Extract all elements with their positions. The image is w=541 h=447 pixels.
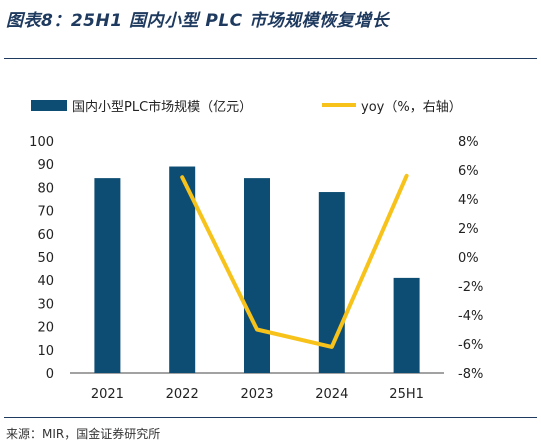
left-tick-label: 0: [46, 367, 54, 382]
yoy-line: [180, 173, 409, 349]
right-tick-label: -6%: [458, 338, 483, 353]
right-tick-label: 2%: [458, 222, 479, 237]
yoy-line-series: [180, 173, 409, 349]
left-tick-label: 40: [37, 274, 54, 289]
bar-series: [94, 166, 420, 373]
left-tick-label: 80: [37, 181, 54, 196]
x-tick-label: 2023: [240, 387, 273, 402]
left-tick-label: 100: [29, 135, 54, 150]
bar: [169, 166, 196, 373]
x-axis-ticks: 2021 2022 2023 2024 25H1: [91, 387, 424, 402]
right-tick-label: 8%: [458, 135, 479, 150]
left-tick-label: 50: [37, 251, 54, 266]
right-axis-ticks: -8% -6% -4% -2% 0% 2% 4% 6% 8%: [458, 135, 483, 382]
legend-line-label: yoy（%，右轴）: [361, 100, 462, 115]
footer-divider: [4, 417, 537, 418]
right-tick-label: 6%: [458, 164, 479, 179]
title-divider: [4, 58, 537, 59]
x-tick-label: 25H1: [389, 387, 424, 402]
right-tick-label: 0%: [458, 251, 479, 266]
left-axis-ticks: 0 10 20 30 40 50 60 70 80 90 100: [29, 135, 54, 382]
left-tick-label: 30: [37, 297, 54, 312]
legend-bar-label: 国内小型PLC市场规模（亿元）: [72, 99, 252, 115]
bar: [244, 178, 270, 373]
right-tick-label: -2%: [458, 280, 483, 295]
right-tick-label: -8%: [458, 367, 483, 382]
chart-title: 图表8：25H1 国内小型 PLC 市场规模恢复增长: [6, 11, 390, 31]
source-note: 来源：MIR，国金证券研究所: [6, 427, 161, 441]
bar: [393, 277, 420, 373]
left-tick-label: 90: [37, 158, 54, 173]
right-tick-label: -4%: [458, 309, 483, 324]
x-tick-label: 2021: [91, 387, 124, 402]
left-tick-label: 60: [37, 228, 54, 243]
legend: 国内小型PLC市场规模（亿元） yoy（%，右轴）: [31, 99, 462, 115]
bar: [94, 178, 121, 373]
left-tick-label: 70: [37, 205, 54, 220]
left-tick-label: 10: [37, 344, 54, 359]
legend-bar-swatch: [31, 100, 67, 111]
right-tick-label: 4%: [458, 193, 479, 208]
x-tick-label: 2024: [315, 387, 348, 402]
x-tick-label: 2022: [166, 387, 199, 402]
left-tick-label: 20: [37, 321, 54, 336]
